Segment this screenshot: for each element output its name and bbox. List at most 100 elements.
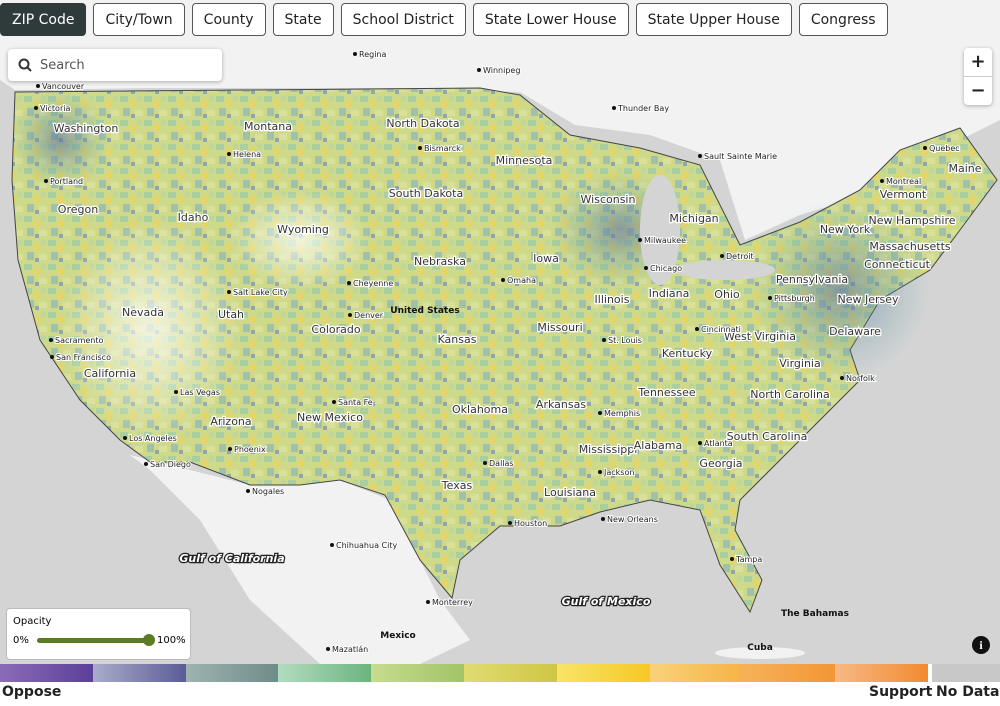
city-label: Atlanta (704, 439, 733, 448)
state-label: New Mexico (297, 411, 363, 424)
zoom-control: + − (964, 48, 992, 105)
state-label: Alabama (634, 439, 683, 452)
state-label: Illinois (595, 293, 630, 306)
tab[interactable]: State Upper House (635, 3, 792, 36)
city-dot (348, 313, 352, 317)
opacity-track[interactable] (37, 638, 149, 643)
city-dot (330, 543, 334, 547)
city-dot (483, 461, 487, 465)
city-dot (880, 179, 884, 183)
city-dot (49, 338, 53, 342)
state-label: South Carolina (727, 430, 808, 443)
opacity-handle[interactable] (143, 634, 155, 646)
city-dot (36, 84, 40, 88)
city-label: Detroit (726, 252, 754, 261)
opacity-min: 0% (13, 635, 29, 646)
opacity-control: Opacity 0% 100% (6, 608, 191, 660)
city-label: San Diego (150, 460, 191, 469)
search-placeholder: Search (40, 57, 85, 73)
city-label: Chicago (650, 264, 682, 273)
city-dot (174, 390, 178, 394)
legend-segment (556, 664, 650, 682)
state-label: Oregon (58, 203, 98, 216)
tab[interactable]: State (272, 3, 334, 36)
zoom-out[interactable]: − (970, 80, 986, 101)
city-label: Memphis (604, 409, 640, 418)
map: Washington Oregon California Nevada Idaho Mon… (0, 0, 1000, 664)
state-label: Georgia (699, 457, 742, 470)
tab[interactable]: ZIP Code (0, 3, 87, 36)
state-label: Michigan (669, 212, 718, 225)
state-label: New York (820, 223, 871, 236)
city-dot (598, 411, 602, 415)
legend-low: Oppose (2, 684, 62, 700)
state-label: California (84, 367, 136, 380)
legend-no-data-swatch (931, 664, 1000, 682)
state-label: Arkansas (536, 398, 586, 411)
city-label: Regina (359, 50, 386, 59)
city-label: Salt Lake City (233, 288, 288, 297)
city-dot (720, 254, 724, 258)
state-label: Missouri (537, 321, 582, 334)
opacity-title: Opacity (13, 616, 52, 627)
state-label: Oklahoma (452, 403, 508, 416)
info-button[interactable]: i (972, 636, 990, 654)
state-label: Texas (441, 479, 473, 492)
city-dot (227, 290, 231, 294)
city-dot (501, 278, 505, 282)
state-label: Nevada (122, 306, 164, 319)
city-dot (426, 600, 430, 604)
city-dot (477, 68, 481, 72)
city-label: Santa Fe (338, 398, 373, 407)
search-icon (18, 58, 32, 72)
city-dot (34, 106, 38, 110)
state-label: Delaware (829, 325, 881, 338)
search-box[interactable]: Search (8, 49, 222, 81)
city-label: Mazatlán (332, 645, 368, 654)
city-label: Tampa (735, 555, 762, 564)
water-label: Gulf of California (179, 552, 284, 565)
city-dot (353, 52, 357, 56)
tab[interactable]: City/Town (93, 3, 185, 36)
legend-segment (0, 664, 93, 682)
tab[interactable]: County (191, 3, 266, 36)
state-label: South Dakota (389, 187, 463, 200)
city-label: Sault Sainte Marie (704, 152, 777, 161)
city-dot (50, 355, 54, 359)
state-label: Connecticut (864, 258, 931, 271)
city-dot (418, 146, 422, 150)
state-label: New Jersey (837, 293, 899, 306)
city-label: Jackson (603, 468, 634, 477)
city-dot (246, 489, 250, 493)
country-label: Cuba (747, 643, 773, 653)
state-label: Nebraska (414, 255, 466, 268)
state-label: Kansas (438, 333, 477, 346)
state-label: Wisconsin (581, 193, 636, 206)
city-label: Pittsburgh (774, 294, 815, 303)
zoom-in[interactable]: + (964, 48, 992, 77)
city-dot (144, 462, 148, 466)
city-label: Monterrey (432, 598, 473, 607)
tab[interactable]: Congress (798, 3, 888, 36)
city-dot (228, 447, 232, 451)
legend-high: Support (869, 684, 933, 700)
city-label: Chihuahua City (336, 541, 397, 550)
city-dot (695, 327, 699, 331)
legend-segment (649, 664, 743, 682)
legend-segment (835, 664, 928, 682)
city-label: Nogales (252, 487, 284, 496)
city-dot (602, 338, 606, 342)
legend-bar (0, 664, 1000, 682)
tab[interactable]: State Lower House (472, 3, 629, 36)
city-dot (508, 521, 512, 525)
state-label: Utah (218, 308, 244, 321)
state-label: North Dakota (386, 117, 459, 130)
opacity-max: 100% (157, 635, 186, 646)
legend-segment (463, 664, 557, 682)
city-label: Vancouver (42, 82, 85, 91)
city-label: Phoenix (234, 445, 266, 454)
tab[interactable]: School District (340, 3, 466, 36)
state-label: North Carolina (750, 388, 830, 401)
state-label: Massachusetts (869, 240, 951, 253)
city-dot (326, 647, 330, 651)
